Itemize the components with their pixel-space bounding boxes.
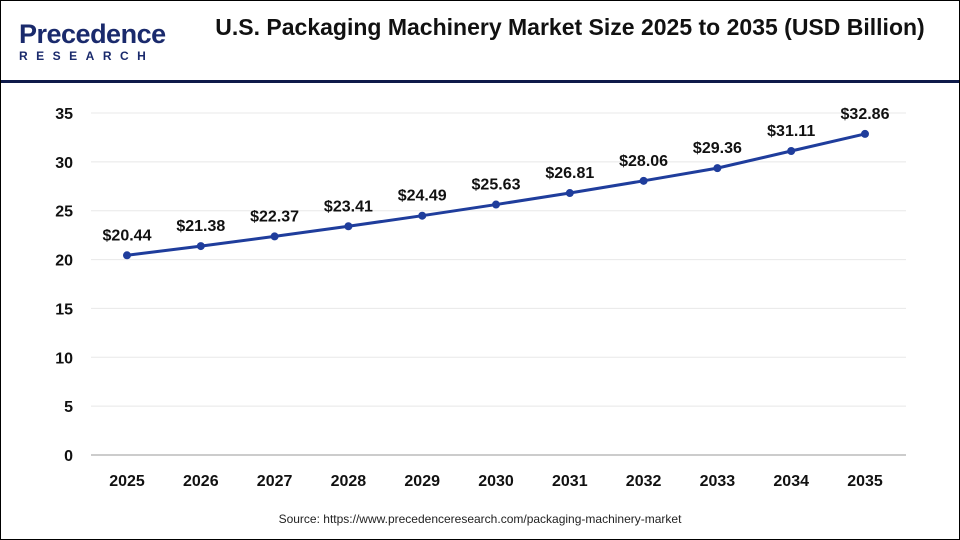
data-label: $28.06	[619, 153, 668, 170]
y-tick-label: 10	[55, 350, 73, 367]
x-tick-label: 2027	[257, 473, 293, 490]
data-point	[344, 222, 353, 231]
x-tick-label: 2028	[331, 473, 367, 490]
x-tick-label: 2029	[404, 473, 440, 490]
x-tick-label: 2025	[109, 473, 145, 490]
logo-line2: RESEARCH	[19, 49, 155, 63]
y-tick-label: 20	[55, 253, 73, 270]
data-label: $24.49	[398, 188, 447, 205]
data-label: $26.81	[545, 165, 594, 182]
x-tick-label: 2034	[773, 473, 809, 490]
source-note: Source: https://www.precedenceresearch.c…	[278, 512, 682, 526]
data-label: $23.41	[324, 198, 373, 215]
y-tick-label: 30	[55, 155, 73, 172]
data-point	[270, 232, 279, 241]
y-tick-label: 15	[55, 301, 73, 318]
y-tick-label: 5	[64, 399, 73, 416]
data-point	[492, 200, 500, 209]
chart-title: U.S. Packaging Machinery Market Size 202…	[215, 14, 925, 40]
data-label: $32.86	[841, 106, 890, 123]
data-point	[861, 129, 869, 138]
precedence-research-logo: Precedence RESEARCH	[19, 19, 166, 66]
x-tick-label: 2033	[700, 473, 736, 490]
y-tick-label: 0	[64, 448, 73, 465]
x-tick-label: 2032	[626, 473, 662, 490]
x-tick-label: 2031	[552, 473, 588, 490]
y-tick-label: 25	[55, 204, 73, 221]
data-label: $31.11	[767, 123, 815, 140]
data-point	[787, 147, 796, 156]
logo-line1: Precedence	[19, 19, 166, 49]
data-label: $21.38	[176, 218, 225, 235]
data-label: $25.63	[472, 177, 521, 194]
data-label: $22.37	[250, 208, 299, 225]
data-point	[123, 251, 131, 260]
data-point	[565, 189, 574, 198]
series-line	[126, 132, 866, 257]
header-divider	[1, 80, 959, 83]
data-label: $20.44	[103, 227, 152, 244]
data-point	[196, 242, 205, 251]
x-tick-label: 2026	[183, 473, 219, 490]
x-tick-label: 2030	[478, 473, 514, 490]
y-tick-label: 35	[55, 106, 73, 123]
x-tick-label: 2035	[847, 473, 883, 490]
data-point	[713, 164, 722, 173]
data-point	[418, 211, 427, 220]
data-point	[639, 176, 648, 185]
data-label: $29.36	[693, 140, 742, 157]
